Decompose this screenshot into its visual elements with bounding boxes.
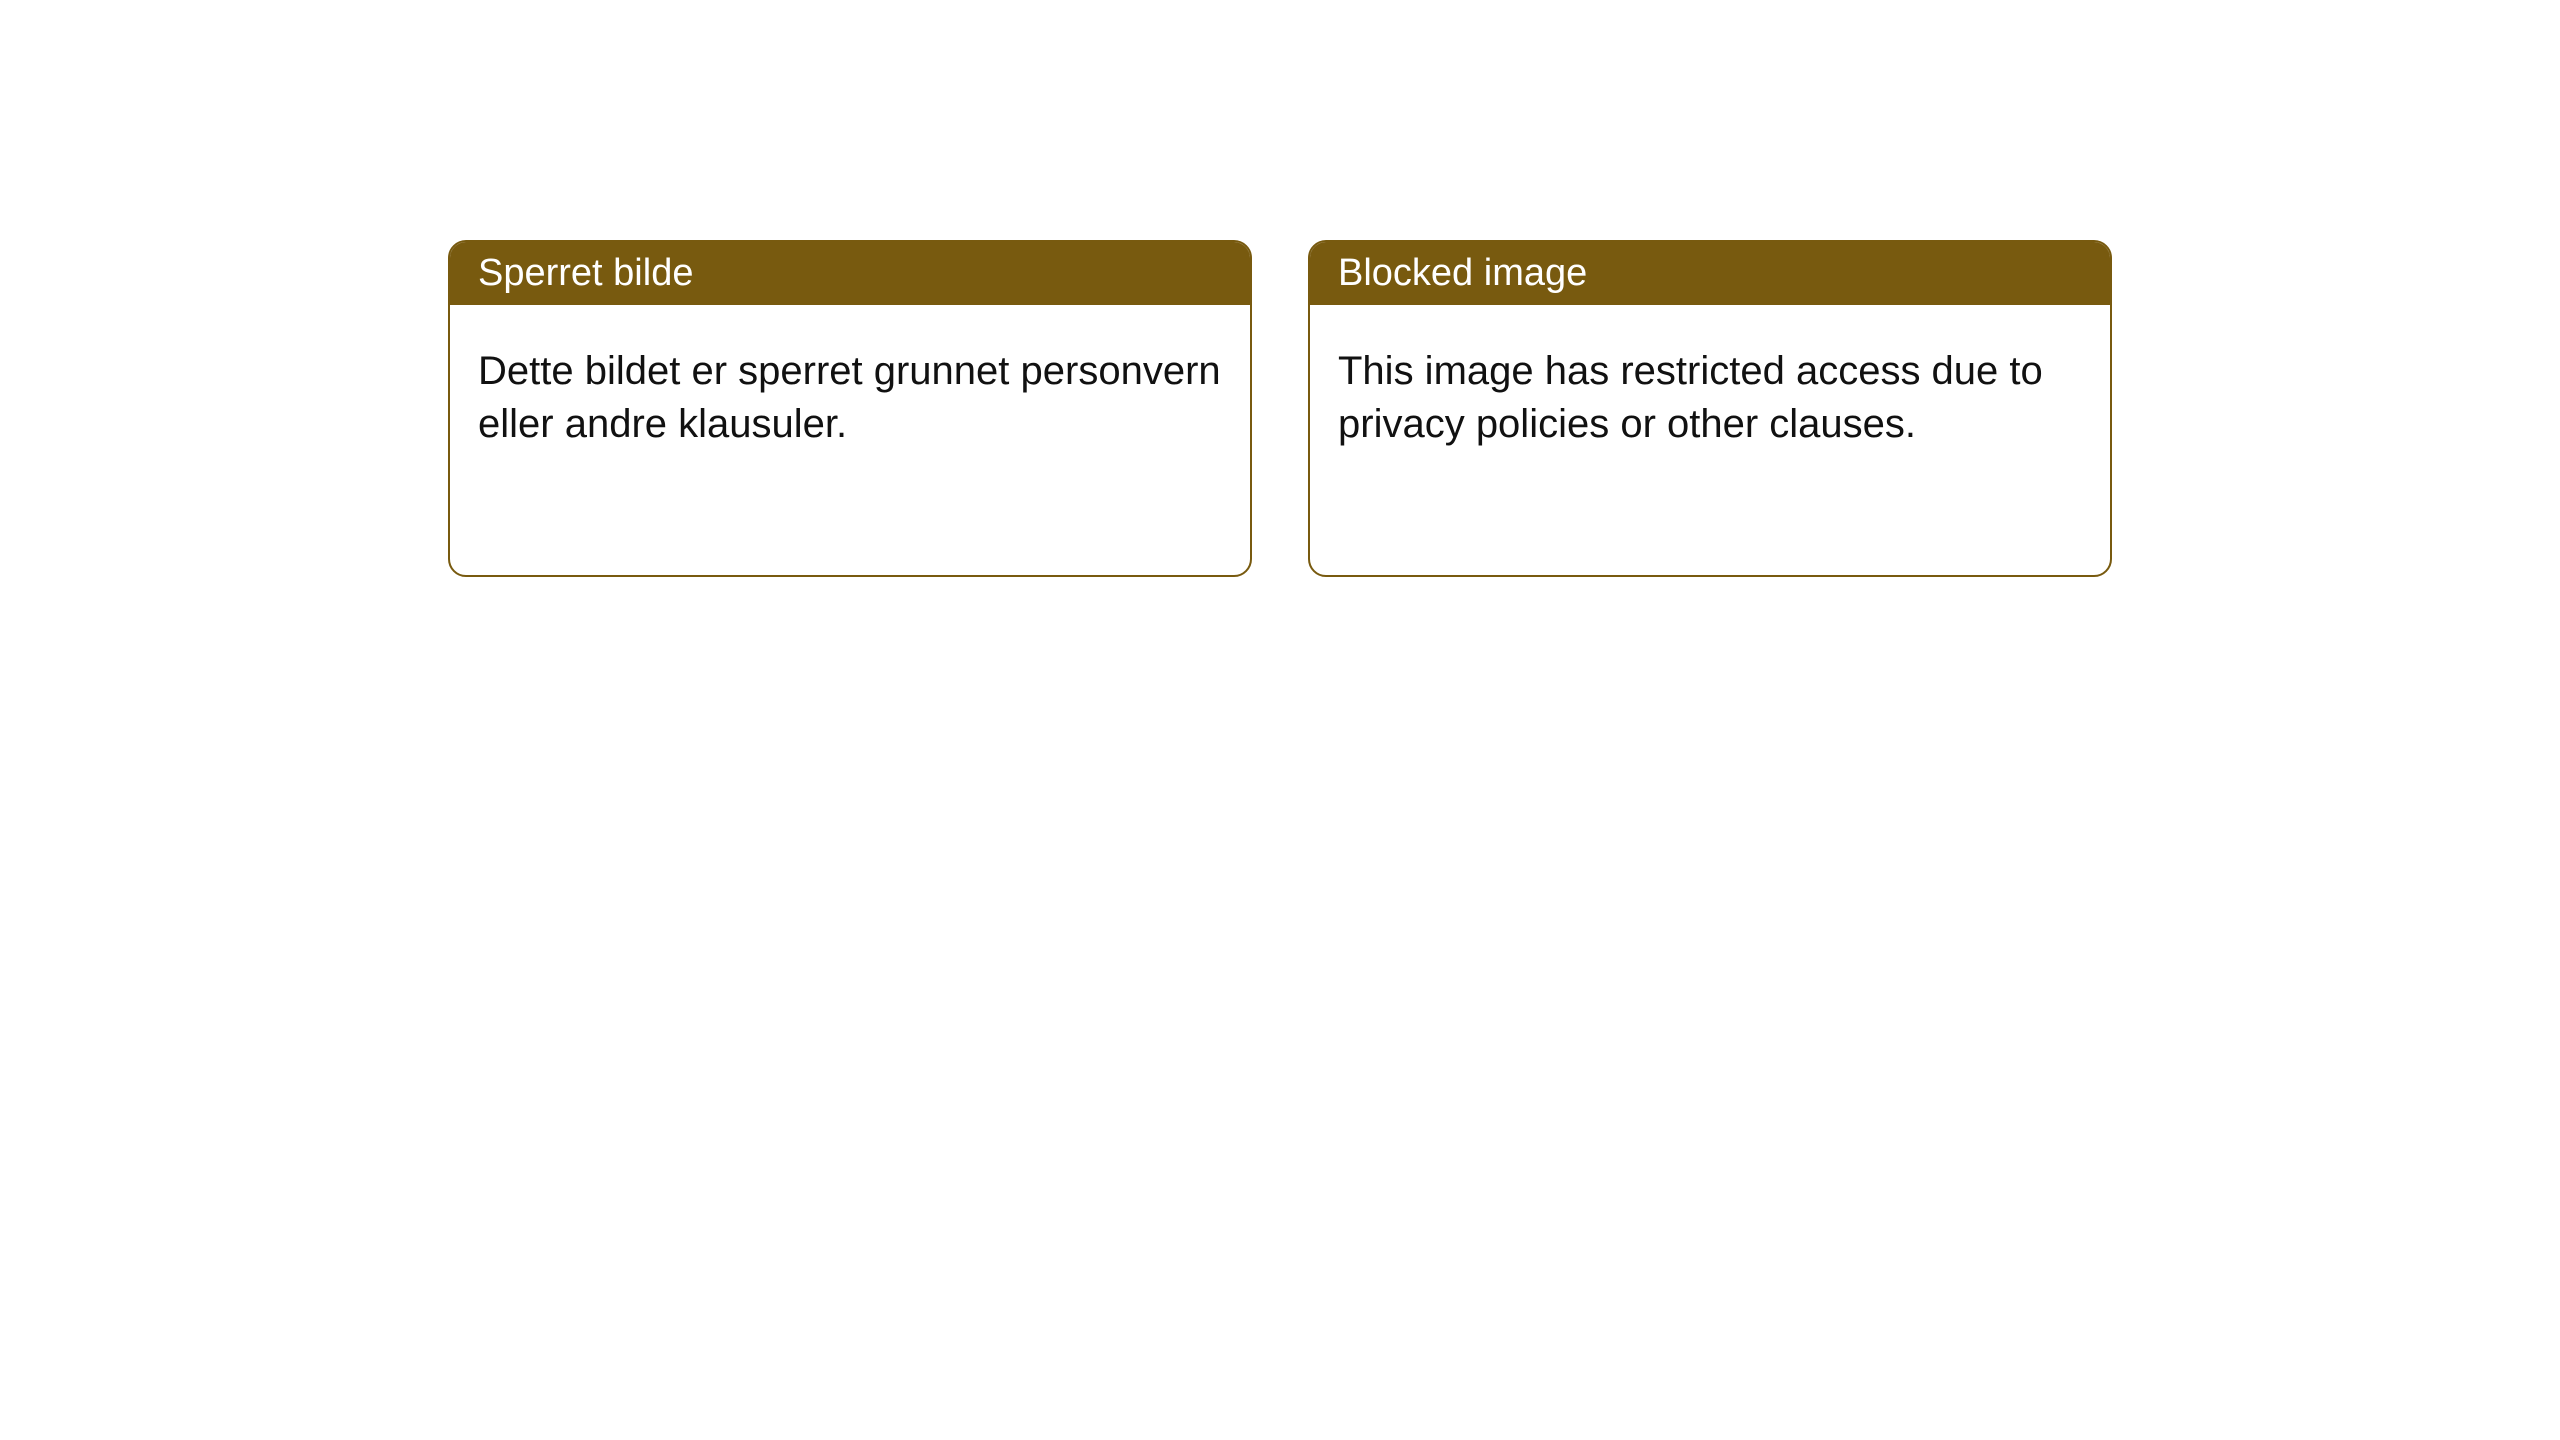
- blocked-image-card-no: Sperret bilde Dette bildet er sperret gr…: [448, 240, 1252, 577]
- card-body: Dette bildet er sperret grunnet personve…: [450, 305, 1250, 575]
- card-header: Sperret bilde: [450, 242, 1250, 305]
- card-body: This image has restricted access due to …: [1310, 305, 2110, 575]
- card-header: Blocked image: [1310, 242, 2110, 305]
- blocked-image-card-en: Blocked image This image has restricted …: [1308, 240, 2112, 577]
- notice-container: Sperret bilde Dette bildet er sperret gr…: [0, 240, 2560, 577]
